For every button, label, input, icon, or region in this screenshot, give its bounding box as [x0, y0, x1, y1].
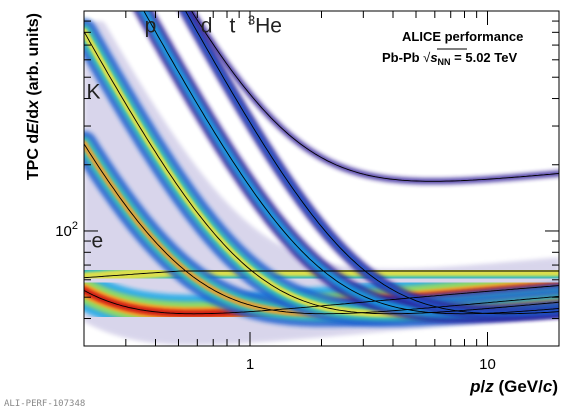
annotation-line-2: Pb-Pb √sNN = 5.02 TeV [382, 50, 517, 67]
y-tick-label: 102 [55, 220, 78, 240]
x-tick-labels: 1 10 [246, 356, 496, 373]
species-labels: e Kp d t 3He [87, 12, 282, 252]
curve-t [185, 11, 559, 315]
species-label-t: t [230, 14, 236, 37]
species-label-e: e [91, 230, 103, 253]
curve-K [84, 143, 559, 315]
annotation-line-1: ALICE performance [402, 29, 523, 44]
plot-area [84, 11, 559, 346]
curve-3He [190, 11, 559, 182]
x-tick-label: 10 [479, 356, 496, 373]
curve-π [84, 285, 559, 315]
species-label-p: p [145, 14, 157, 37]
credit-label: ALI-PERF-107348 [4, 399, 85, 409]
annotation: ALICE performance Pb-Pb √sNN = 5.02 TeV [382, 29, 523, 67]
x-tick-label: 1 [246, 356, 254, 373]
species-label-He: 3He [248, 12, 282, 37]
y-axis-ticks [84, 20, 559, 347]
curve-p [84, 31, 559, 315]
bethe-bloch-curves [84, 11, 559, 315]
x-axis-ticks [83, 11, 560, 346]
y-axis-label: TPC dE/dx (arb. units) [25, 13, 42, 180]
species-label-K: K [87, 81, 101, 104]
y-tick-labels: 102 [55, 220, 78, 240]
x-axis-label: p/z (GeV/c) [469, 377, 558, 396]
species-label-d: d [201, 14, 213, 37]
curve-e [84, 270, 559, 279]
